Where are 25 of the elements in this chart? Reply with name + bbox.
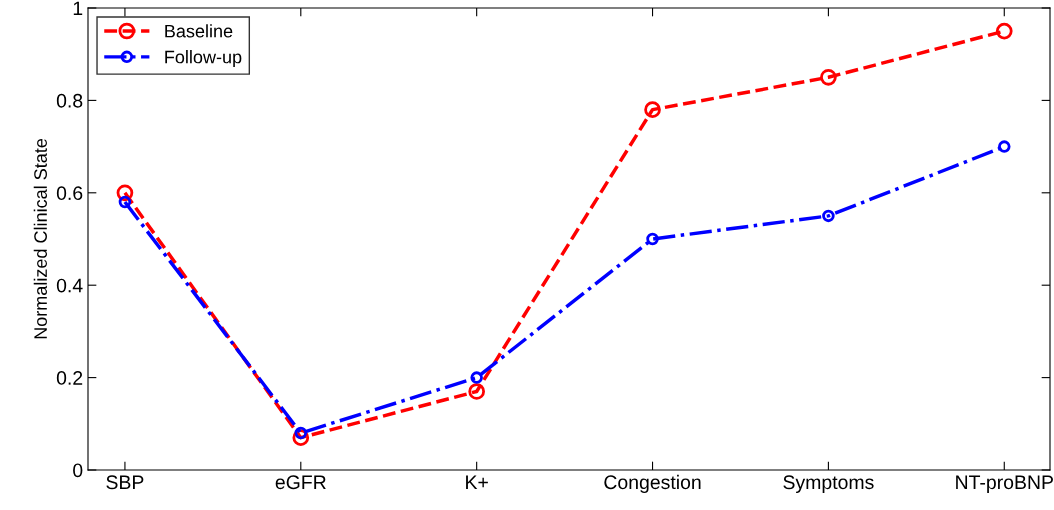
y-tick-label: 1 — [73, 1, 83, 16]
point — [646, 232, 659, 246]
point — [822, 209, 835, 223]
point — [644, 101, 661, 118]
y-axis-title: Normalized Clinical State — [33, 138, 47, 339]
legend-label: Follow-up — [165, 50, 242, 67]
y-tick-label: 0.4 — [56, 278, 83, 293]
point — [995, 22, 1013, 40]
y-tick-label: 0.2 — [56, 371, 83, 385]
point — [998, 140, 1011, 153]
point — [118, 195, 132, 209]
x-tick-label: K+ — [466, 475, 488, 489]
x-tick-label: Symptoms — [783, 475, 874, 493]
y-tick-label: 0.8 — [56, 93, 83, 108]
x-tick-label: Congestion — [604, 474, 701, 493]
y-tick-label: 0 — [73, 463, 83, 478]
legend-label: Baseline — [165, 24, 233, 38]
point — [468, 383, 485, 400]
x-tick-label: NT-proBNP — [956, 475, 1053, 493]
point — [820, 68, 837, 86]
point — [294, 426, 308, 440]
y-tick-label: 0.6 — [56, 186, 83, 201]
x-tick-label: eGFR — [275, 475, 326, 490]
x-tick-label: SBP — [106, 475, 144, 490]
point — [470, 371, 483, 384]
